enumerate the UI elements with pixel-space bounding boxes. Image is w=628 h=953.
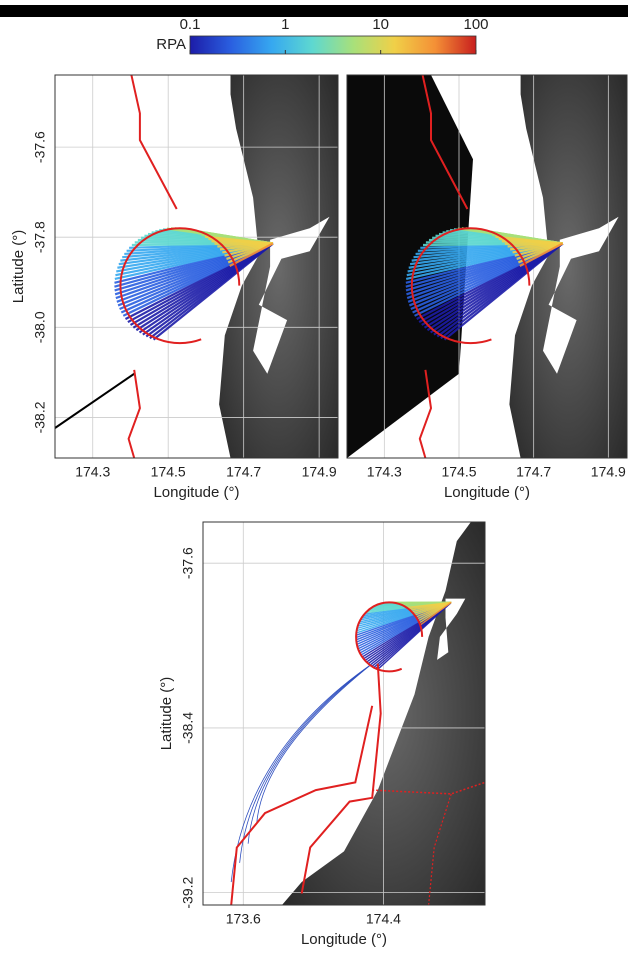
x-tick-label: 174.4 xyxy=(366,911,401,927)
land xyxy=(219,75,338,458)
boundary xyxy=(418,369,433,458)
boundary xyxy=(300,663,382,894)
trajectory xyxy=(229,242,274,267)
top-bar xyxy=(0,5,628,17)
y-tick-label: -37.6 xyxy=(32,131,48,163)
boundary xyxy=(130,75,178,210)
boundary xyxy=(127,369,141,458)
long-trajectory xyxy=(256,663,373,825)
x-tick-label: 174.5 xyxy=(151,464,186,480)
colorbar-tick-label: 0.1 xyxy=(180,16,201,33)
y-axis-label: Latitude (°) xyxy=(10,230,27,304)
land xyxy=(282,522,485,905)
plot-frame xyxy=(346,74,628,459)
map-content xyxy=(347,75,627,458)
boundary-arc xyxy=(119,227,241,345)
x-tick-label: 174.7 xyxy=(226,464,261,480)
y-tick-label: -39.2 xyxy=(180,876,196,908)
long-trajectory xyxy=(239,663,373,863)
colorbar xyxy=(189,35,477,55)
x-tick-label: 174.3 xyxy=(367,464,402,480)
harbour xyxy=(437,598,466,660)
colorbar-label: RPA xyxy=(156,36,186,53)
x-axis-label: Longitude (°) xyxy=(301,931,387,948)
colorbar-tick-label: 1 xyxy=(281,16,289,33)
y-tick-label: -37.8 xyxy=(32,221,48,253)
region-line xyxy=(428,793,452,905)
plot-frame xyxy=(54,74,339,459)
x-axis-label: Longitude (°) xyxy=(153,484,239,501)
x-tick-label: 174.3 xyxy=(75,464,110,480)
y-axis-label: Latitude (°) xyxy=(158,677,175,751)
y-tick-label: -38.0 xyxy=(32,311,48,343)
x-tick-label: 174.9 xyxy=(591,464,626,480)
y-tick-label: -37.6 xyxy=(180,547,196,579)
boundary-arc xyxy=(355,601,424,673)
x-tick-label: 174.5 xyxy=(441,464,476,480)
y-tick-label: -38.2 xyxy=(32,401,48,433)
boundary xyxy=(230,705,374,905)
trajectory xyxy=(519,242,564,267)
x-tick-label: 173.6 xyxy=(226,911,261,927)
land xyxy=(509,75,627,458)
plot-frame xyxy=(202,521,486,906)
trajectory xyxy=(419,601,452,626)
map-content xyxy=(55,75,338,458)
x-axis-label: Longitude (°) xyxy=(444,484,530,501)
y-tick-label: -38.4 xyxy=(180,712,196,744)
long-trajectory xyxy=(247,663,373,844)
harbour xyxy=(253,216,330,374)
trajectory-tail xyxy=(55,372,135,429)
x-tick-label: 174.9 xyxy=(302,464,337,480)
x-tick-label: 174.7 xyxy=(516,464,551,480)
boundary-arc xyxy=(410,227,531,345)
boundary xyxy=(421,75,469,210)
harbour xyxy=(543,216,619,374)
colorbar-tick-label: 10 xyxy=(372,16,389,33)
colorbar-tick-label: 100 xyxy=(463,16,488,33)
map-content xyxy=(203,522,485,905)
